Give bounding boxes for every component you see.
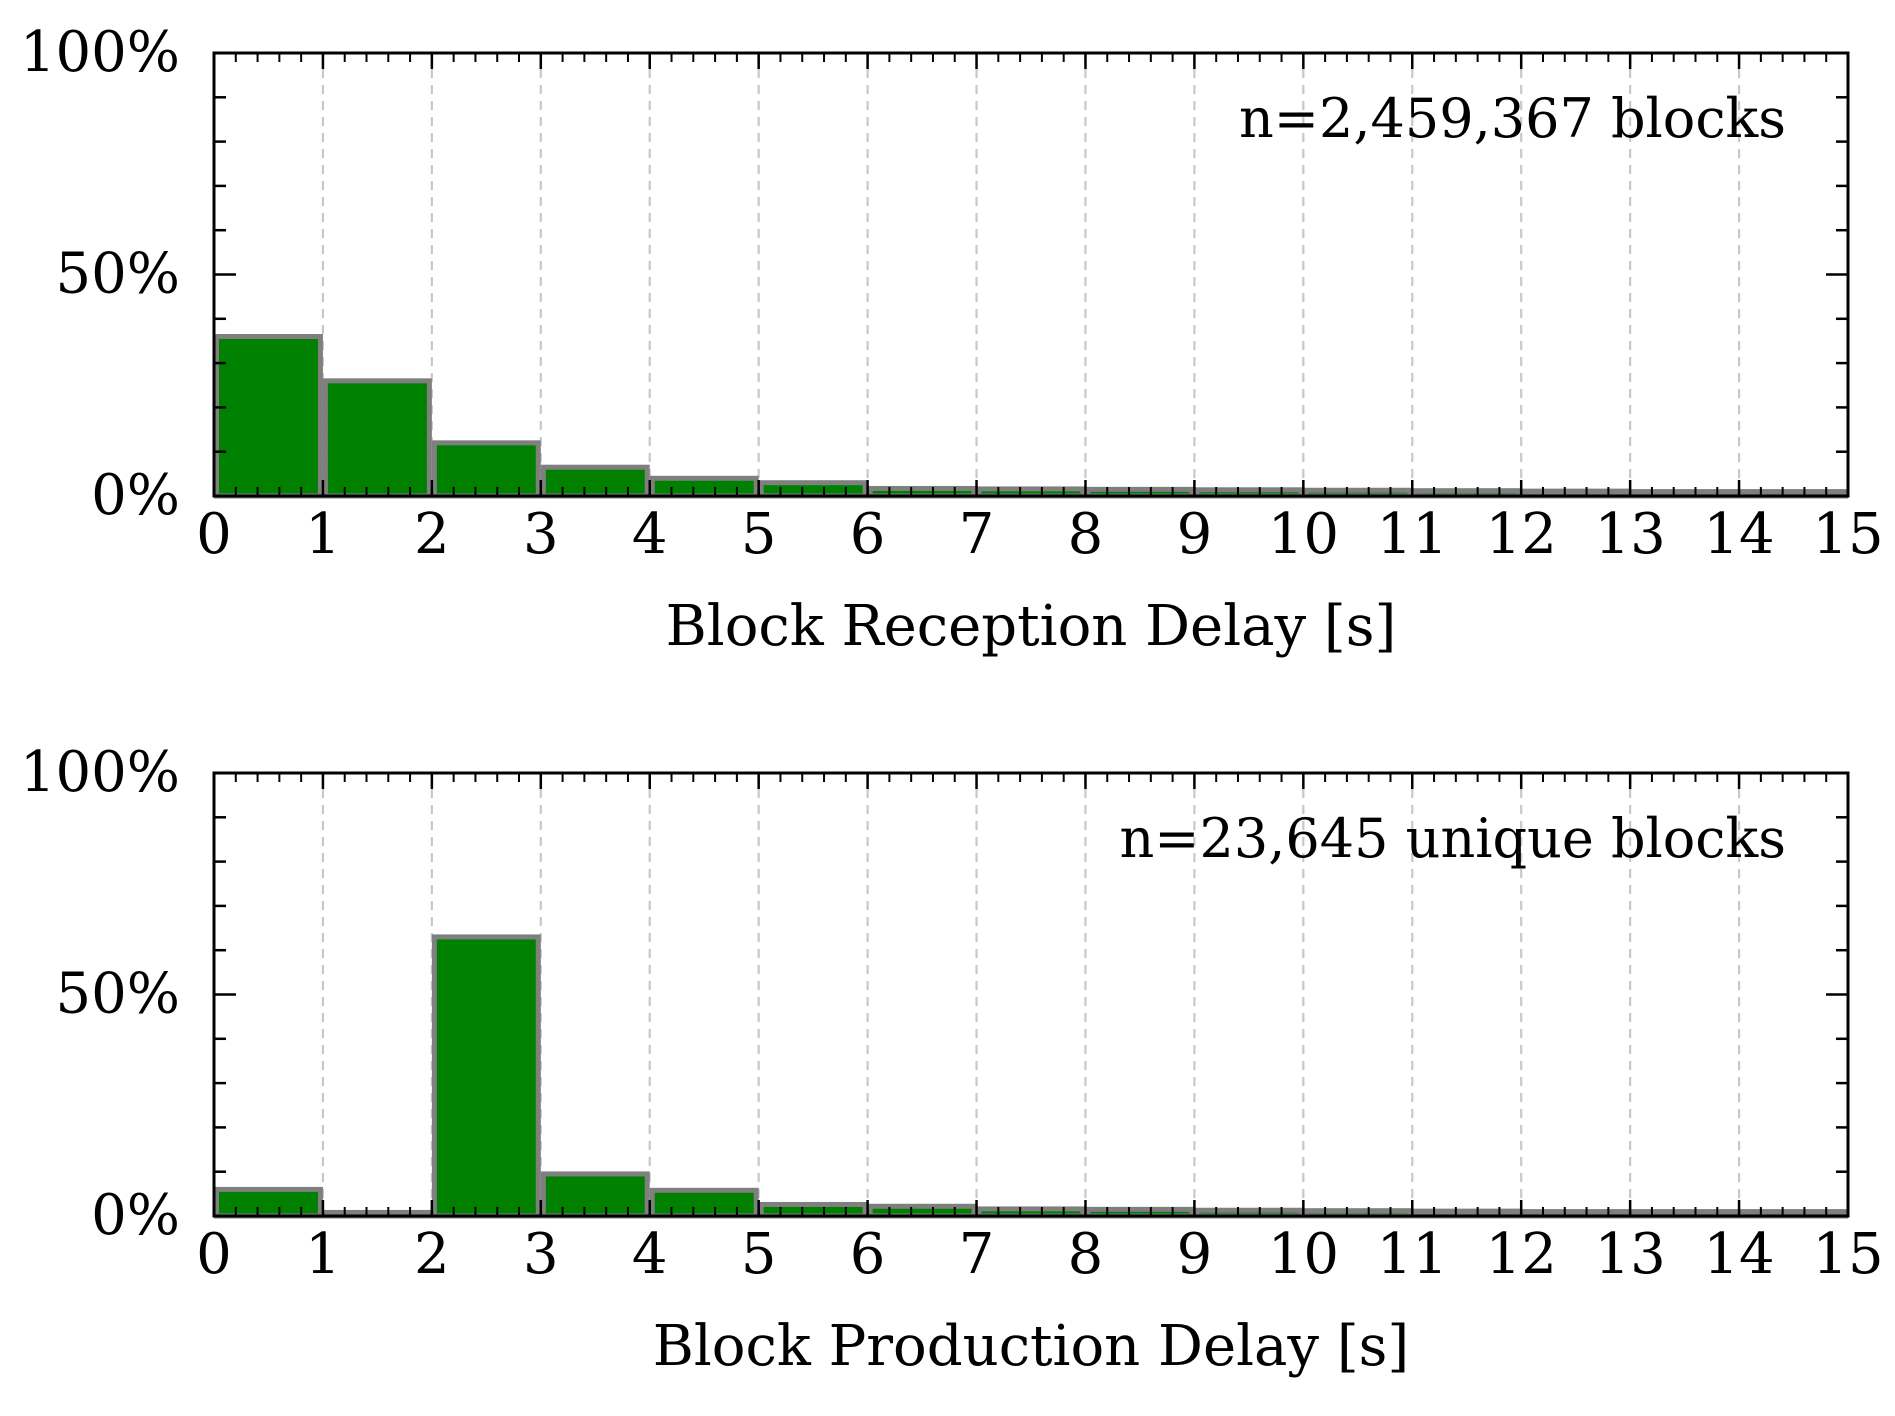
histogram-bar — [431, 440, 541, 499]
histogram-bar — [214, 1186, 323, 1219]
x-axis-label: Block Production Delay [s] — [653, 1314, 1410, 1379]
reception-delay-panel: 0 1 2 3 4 5 6 7 8 9 10 11 12 13 14 150%50%100%Block Rec… — [20, 20, 1884, 659]
grid-lines — [321, 53, 1741, 496]
x-tick-label: 8 — [1068, 1222, 1104, 1287]
tick-marks — [212, 771, 1850, 1218]
production-delay-panel: 0 1 2 3 4 5 6 7 8 9 10 11 12 13 14 150%50%100%Block Pro… — [20, 740, 1884, 1379]
x-tick-label: 14 — [1703, 502, 1774, 567]
tick-marks — [212, 51, 1850, 498]
histogram-bar — [649, 475, 759, 499]
x-tick-label: 13 — [1595, 502, 1666, 567]
x-tick-label: 9 — [1177, 502, 1213, 567]
x-tick-label: 3 — [523, 502, 559, 567]
x-tick-label: 1 — [305, 502, 341, 567]
x-tick-label: 12 — [1486, 502, 1557, 567]
y-tick-labels: 0% 50% 100% — [20, 20, 180, 528]
y-tick-label: 0% — [91, 463, 180, 528]
x-tick-label: 15 — [1812, 502, 1883, 567]
x-tick-label: 10 — [1268, 1222, 1339, 1287]
histogram-bar — [540, 464, 650, 499]
x-tick-label: 11 — [1377, 502, 1448, 567]
x-tick-label: 1 — [305, 1222, 341, 1287]
x-tick-label: 6 — [850, 1222, 886, 1287]
x-tick-labels: 0 1 2 3 4 5 6 7 8 9 10 11 12 13 14 15 — [196, 1222, 1883, 1287]
x-tick-labels: 0 1 2 3 4 5 6 7 8 9 10 11 12 13 14 15 — [196, 502, 1883, 567]
x-tick-label: 0 — [196, 1222, 232, 1287]
x-tick-label: 8 — [1068, 502, 1104, 567]
y-tick-label: 50% — [56, 242, 180, 307]
histogram-bar — [758, 1201, 868, 1219]
x-tick-label: 4 — [632, 1222, 668, 1287]
histogram-bar — [758, 480, 868, 499]
x-tick-label: 5 — [741, 502, 777, 567]
x-tick-label: 14 — [1703, 1222, 1774, 1287]
sample-size-annotation: n=2,459,367 blocks — [1239, 87, 1786, 150]
y-tick-labels: 0% 50% 100% — [20, 740, 180, 1248]
histogram-bar — [431, 934, 541, 1219]
histogram-bar — [649, 1187, 759, 1219]
x-axis-label: Block Reception Delay [s] — [666, 594, 1397, 659]
y-tick-label: 100% — [20, 740, 180, 805]
y-tick-label: 50% — [56, 962, 180, 1027]
x-tick-label: 7 — [959, 1222, 995, 1287]
histogram-bar — [322, 378, 432, 499]
y-tick-label: 100% — [20, 20, 180, 85]
x-tick-label: 9 — [1177, 1222, 1213, 1287]
x-tick-label: 5 — [741, 1222, 777, 1287]
histogram-bar — [214, 334, 323, 499]
bars — [214, 334, 1848, 499]
x-tick-label: 13 — [1595, 1222, 1666, 1287]
x-tick-label: 7 — [959, 502, 995, 567]
x-tick-label: 0 — [196, 502, 232, 567]
x-tick-label: 11 — [1377, 1222, 1448, 1287]
x-tick-label: 2 — [414, 1222, 450, 1287]
bars — [214, 934, 1848, 1219]
x-tick-label: 10 — [1268, 502, 1339, 567]
x-tick-label: 3 — [523, 1222, 559, 1287]
x-tick-label: 4 — [632, 502, 668, 567]
x-tick-label: 12 — [1486, 1222, 1557, 1287]
x-tick-label: 6 — [850, 502, 886, 567]
x-tick-label: 15 — [1812, 1222, 1883, 1287]
y-tick-label: 0% — [91, 1183, 180, 1248]
histogram-bar — [540, 1171, 650, 1219]
x-tick-label: 2 — [414, 502, 450, 567]
sample-size-annotation: n=23,645 unique blocks — [1120, 807, 1786, 870]
